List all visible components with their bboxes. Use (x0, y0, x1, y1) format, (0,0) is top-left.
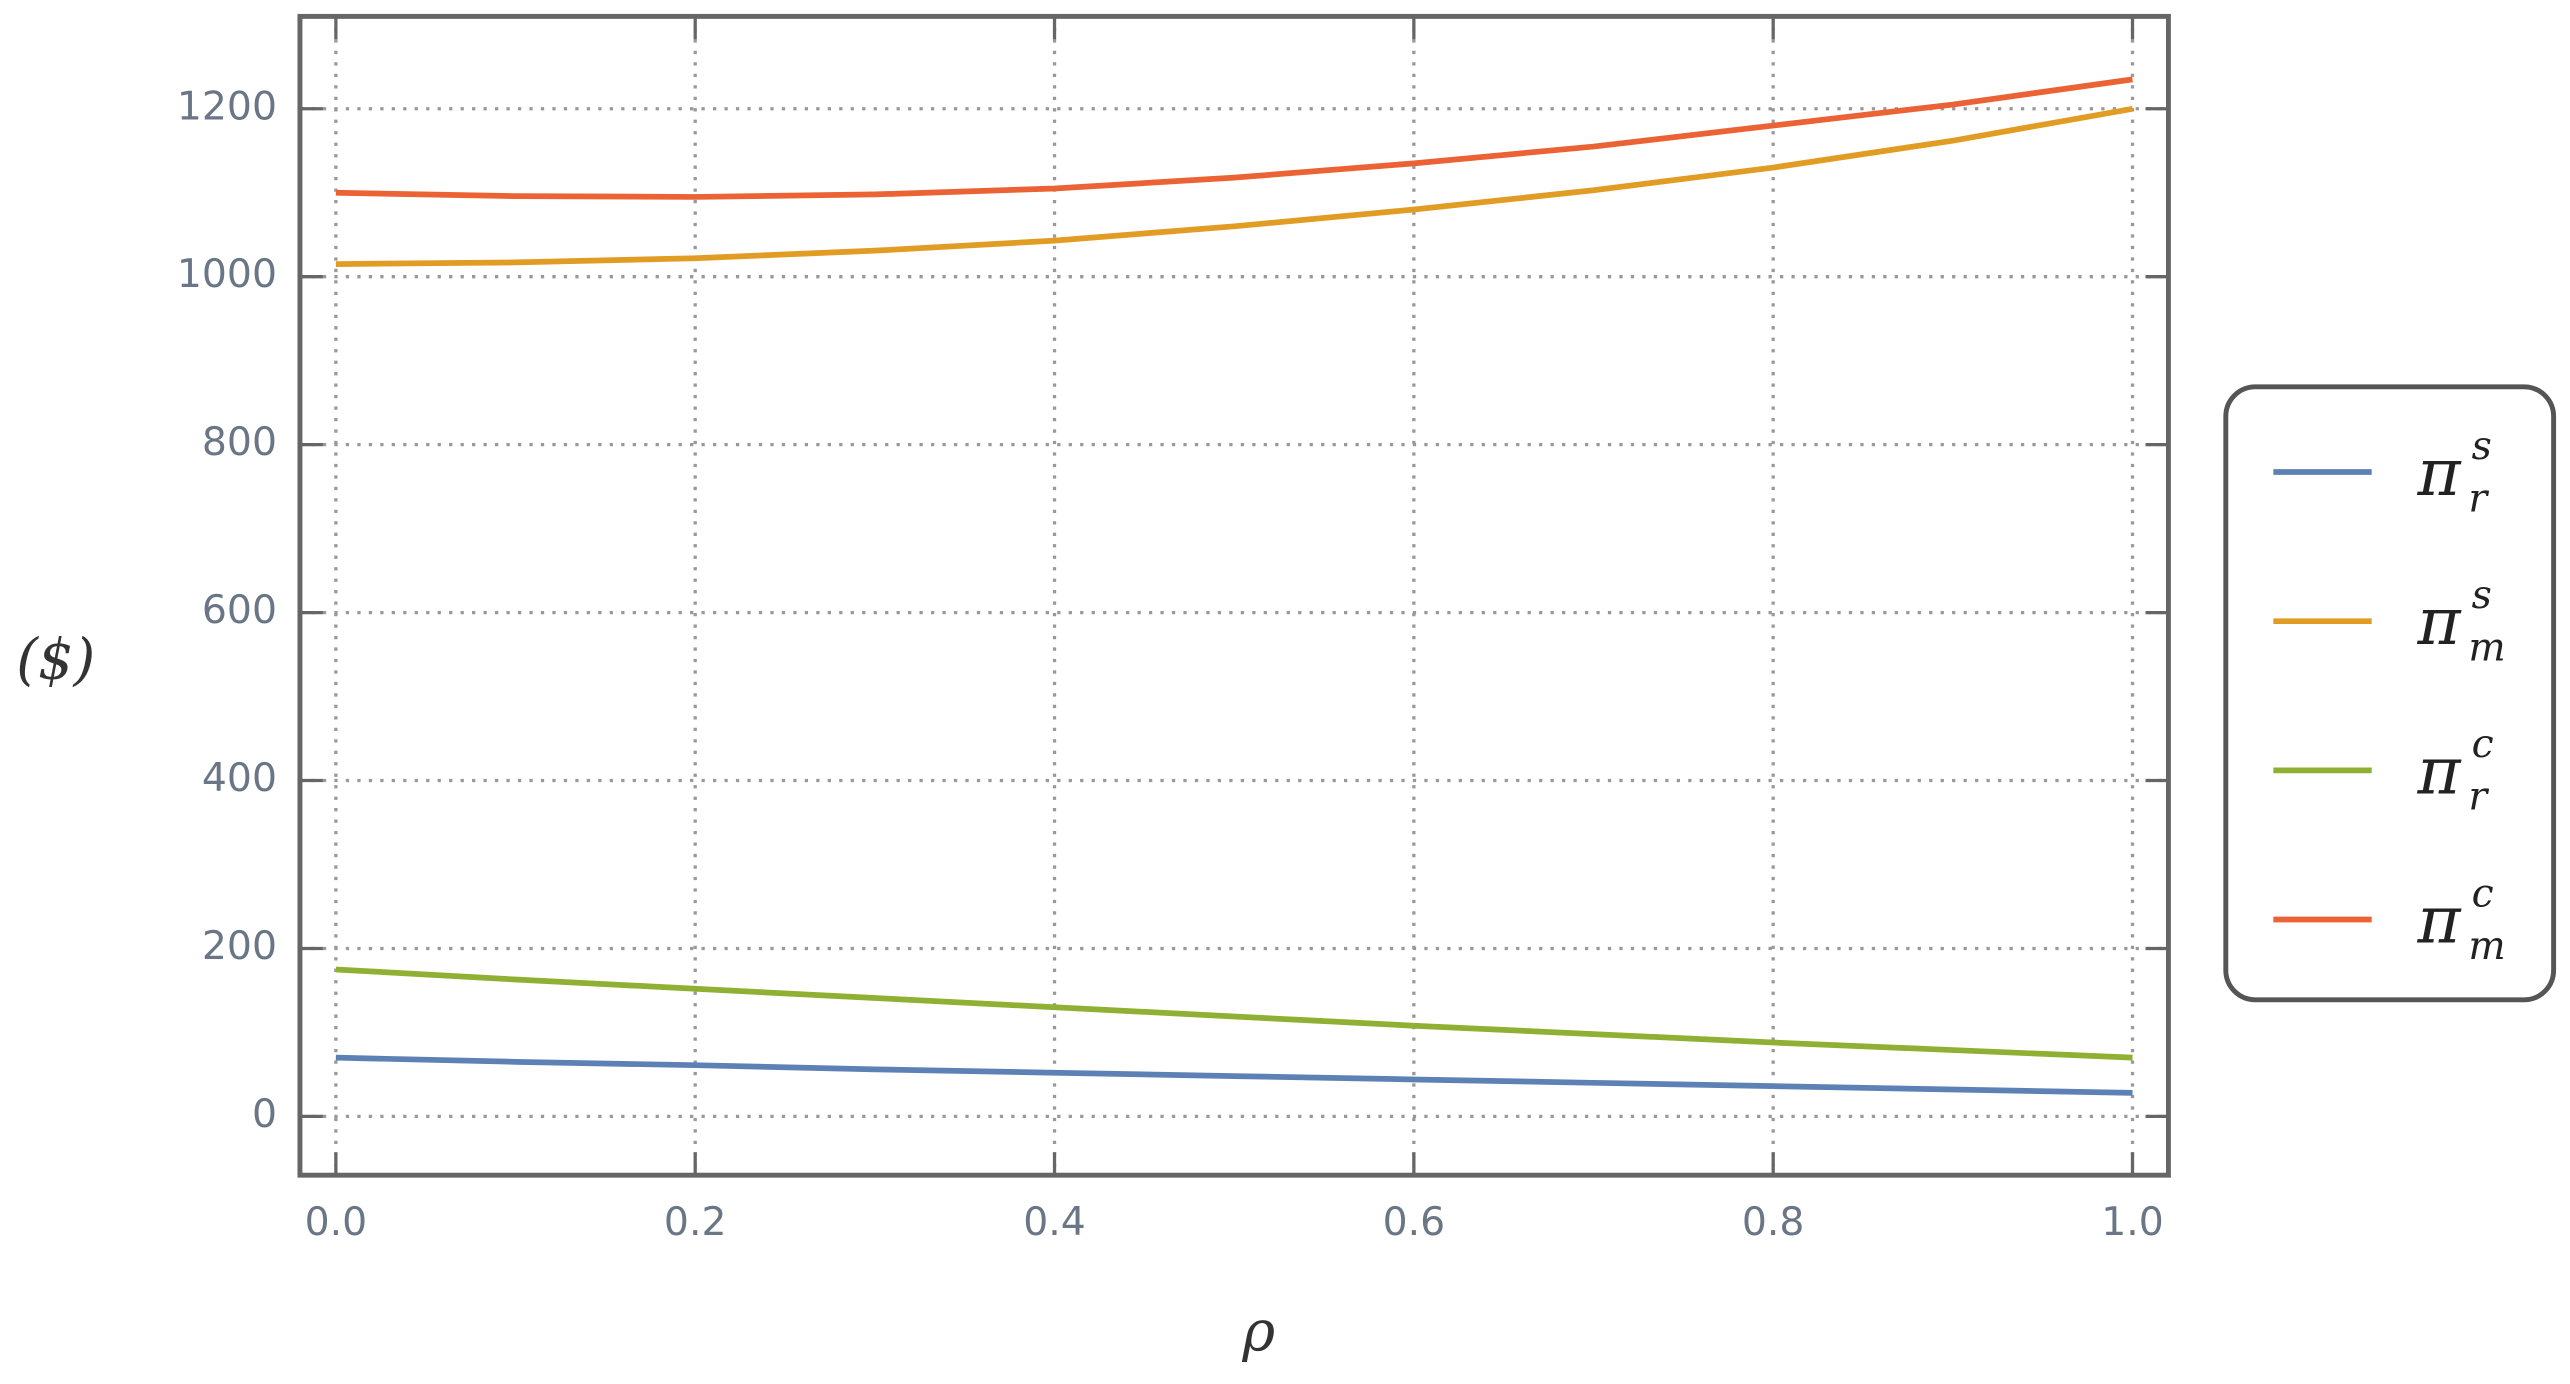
x-tick-label: 0.4 (1023, 1199, 1086, 1245)
legend-box (2223, 384, 2557, 1003)
legend-sup: c (2472, 721, 2494, 767)
y-tick-label: 400 (202, 755, 277, 801)
legend-base: π (2417, 733, 2463, 809)
legend-sup: s (2472, 572, 2492, 618)
y-tick-label: 200 (202, 923, 277, 969)
line-series (335, 966, 2133, 1061)
legend-entry: π cr (2417, 721, 2494, 819)
legend-entry: π cm (2417, 870, 2506, 968)
y-tick-label: 0 (252, 1091, 277, 1137)
x-tick-label: 0.8 (1742, 1199, 1805, 1245)
legend-base: π (2417, 435, 2463, 511)
legend-sub: m (2468, 625, 2505, 671)
line-series (335, 76, 2133, 200)
y-axis-label: ($) (16, 627, 95, 692)
x-tick-label: 1.0 (2101, 1199, 2164, 1245)
y-tick-label: 1000 (177, 251, 277, 297)
legend-sub: r (2468, 475, 2489, 521)
x-tick-label: 0.0 (305, 1199, 368, 1245)
y-tick-label: 800 (202, 419, 277, 465)
plot-frame (297, 13, 2171, 1178)
line-series (335, 1054, 2133, 1096)
y-tick-label: 600 (202, 587, 277, 633)
x-axis-label: ρ (1241, 1299, 1275, 1364)
legend-entry: π sm (2417, 572, 2506, 670)
y-tick-label: 1200 (177, 83, 277, 129)
x-tick-label: 0.6 (1383, 1199, 1446, 1245)
legend-sup: s (2472, 423, 2492, 469)
line-series (335, 105, 2134, 267)
legend-base: π (2417, 584, 2463, 660)
legend-entry: π sr (2417, 423, 2492, 521)
legend-sup: c (2472, 870, 2494, 916)
legend-sub: m (2468, 923, 2505, 969)
x-tick-label: 0.2 (664, 1199, 727, 1245)
legend-sub: r (2468, 774, 2489, 820)
legend-base: π (2417, 882, 2463, 958)
